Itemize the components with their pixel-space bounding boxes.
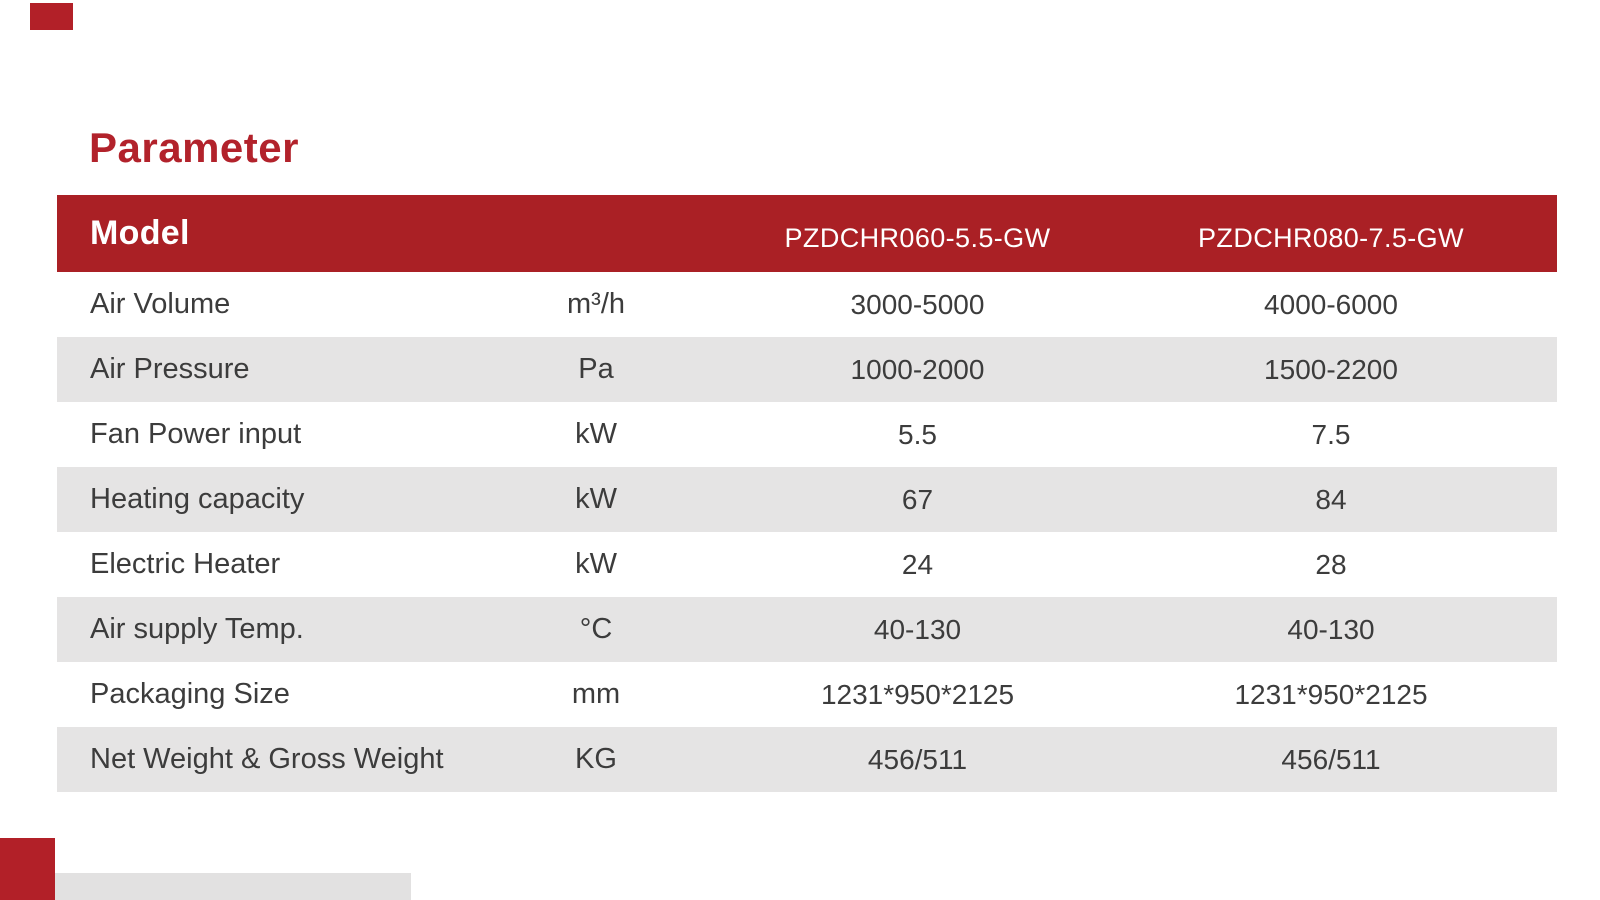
row-unit: kW bbox=[575, 548, 617, 580]
row-value-model-2: 1231*950*2125 bbox=[1234, 678, 1428, 710]
parameter-table: Model PZDCHR060-5.5-GW PZDCHR080-7.5-GW … bbox=[57, 195, 1557, 792]
row-value-model-2: 1500-2200 bbox=[1264, 353, 1398, 385]
row-value-model-2: 4000-6000 bbox=[1264, 288, 1398, 320]
row-value-model-1: 40-130 bbox=[873, 613, 962, 645]
table-row: Net Weight & Gross Weight KG 456/511 456… bbox=[57, 727, 1557, 792]
row-value-model-1: 1000-2000 bbox=[850, 353, 985, 385]
row-value-model-2: 40-130 bbox=[1287, 613, 1375, 645]
model-1-header: PZDCHR060-5.5-GW bbox=[784, 223, 1051, 253]
row-label: Air Volume bbox=[90, 288, 231, 320]
row-unit: Pa bbox=[578, 353, 614, 385]
row-label: Air Pressure bbox=[90, 353, 250, 385]
row-label: Packaging Size bbox=[90, 678, 290, 710]
bottom-left-bar-accent bbox=[0, 873, 411, 900]
row-unit: kW bbox=[575, 418, 617, 450]
row-label: Net Weight & Gross Weight bbox=[90, 743, 444, 775]
row-unit: kW bbox=[575, 483, 617, 515]
page-title: Parameter bbox=[89, 124, 299, 171]
table-row: Air supply Temp. °C 40-130 40-130 bbox=[57, 597, 1557, 662]
table-row: Packaging Size mm 1231*950*2125 1231*950… bbox=[57, 662, 1557, 727]
table-row: Electric Heater kW 24 28 bbox=[57, 532, 1557, 597]
row-unit: °C bbox=[579, 613, 613, 645]
row-value-model-2: 456/511 bbox=[1281, 743, 1381, 775]
row-value-model-1: 67 bbox=[901, 483, 934, 515]
row-label: Heating capacity bbox=[90, 483, 305, 515]
row-label: Air supply Temp. bbox=[90, 613, 304, 645]
row-unit: mm bbox=[571, 678, 621, 710]
table-row: Heating capacity kW 67 84 bbox=[57, 467, 1557, 532]
row-value-model-2: 7.5 bbox=[1311, 418, 1351, 450]
model-header-label: Model bbox=[90, 214, 190, 252]
row-value-model-1: 1231*950*2125 bbox=[820, 678, 1015, 710]
row-unit: m³/h bbox=[567, 288, 625, 320]
row-label: Fan Power input bbox=[90, 418, 302, 450]
row-value-model-1: 456/511 bbox=[867, 743, 968, 775]
table-row: Fan Power input kW 5.5 7.5 bbox=[57, 402, 1557, 467]
unit-column-header bbox=[462, 195, 730, 272]
row-value-model-2: 84 bbox=[1315, 483, 1347, 515]
row-value-model-1: 3000-5000 bbox=[850, 288, 985, 320]
row-label: Electric Heater bbox=[90, 548, 281, 580]
top-left-corner-accent bbox=[30, 3, 73, 30]
table-header-row: Model PZDCHR060-5.5-GW PZDCHR080-7.5-GW bbox=[57, 195, 1557, 272]
row-value-model-2: 28 bbox=[1315, 548, 1347, 580]
row-value-model-1: 5.5 bbox=[898, 418, 937, 450]
row-unit: KG bbox=[575, 743, 617, 775]
model-2-header: PZDCHR080-7.5-GW bbox=[1198, 223, 1464, 253]
bottom-left-corner-accent bbox=[0, 838, 55, 900]
row-value-model-1: 24 bbox=[901, 548, 934, 580]
table-row: Air Pressure Pa 1000-2000 1500-2200 bbox=[57, 337, 1557, 402]
table-row: Air Volume m³/h 3000-5000 4000-6000 bbox=[57, 272, 1557, 337]
